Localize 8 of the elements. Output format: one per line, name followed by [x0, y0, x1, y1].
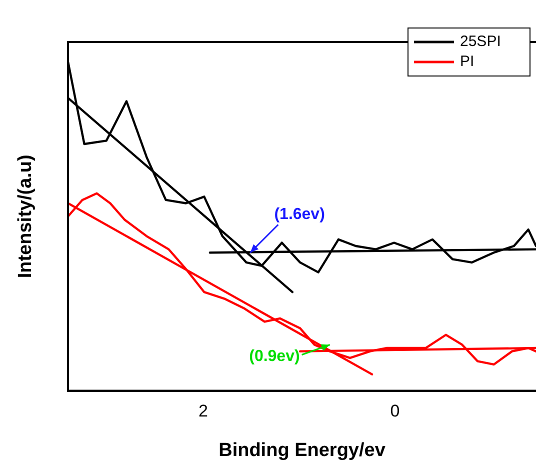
annotation: (1.6ev) — [274, 206, 325, 223]
x-axis-title: Binding Energy/ev — [218, 440, 386, 461]
legend-label: 25SPI — [460, 33, 501, 50]
annotation: (0.9ev) — [249, 348, 300, 366]
x-tick-label: 0 — [390, 402, 400, 421]
x-tick-label: 2 — [198, 402, 208, 421]
legend-label: PI — [460, 53, 474, 70]
y-axis-title: Intensity/(a.u) — [15, 154, 36, 278]
